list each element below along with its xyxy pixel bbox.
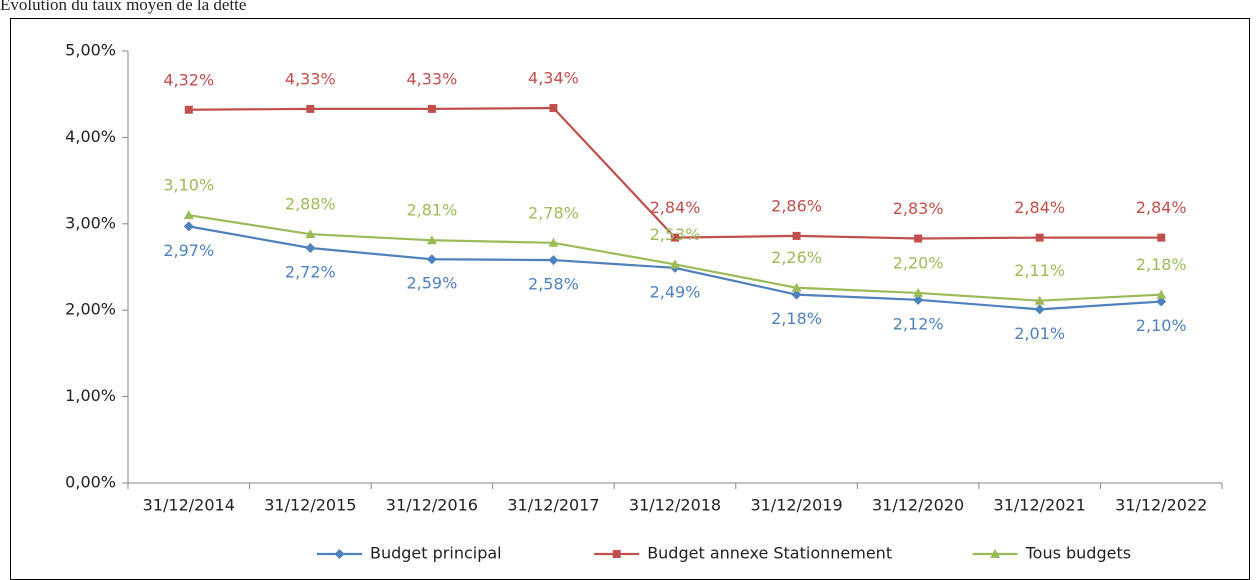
data-label: 2,88% [285,195,336,214]
data-label: 2,53% [650,225,701,244]
data-point [1157,233,1166,242]
data-point [548,255,559,266]
data-point [913,294,924,305]
x-tick-label: 31/12/2020 [872,496,964,515]
legend-label: Tous budgets [1025,544,1131,563]
data-label: 2,20% [893,253,944,272]
legend-marker [612,550,621,558]
x-tick-label: 31/12/2014 [143,496,235,515]
y-tick-label: 3,00% [65,213,116,232]
legend-label: Budget principal [370,544,502,563]
data-label: 2,84% [1014,198,1065,217]
data-label: 4,32% [163,70,214,89]
legend-marker [990,549,1001,558]
data-point [913,287,924,297]
data-point [1156,289,1167,299]
chart-frame [10,18,1250,580]
data-point [1035,233,1044,242]
data-point [305,242,316,253]
x-tick-label: 31/12/2018 [629,496,721,515]
data-label: 4,34% [528,69,579,88]
data-label: 2,58% [528,275,579,294]
data-label: 2,10% [1136,316,1187,335]
y-tick-label: 1,00% [65,386,116,405]
y-tick-label: 2,00% [65,300,116,319]
data-point [426,254,437,265]
data-label: 2,81% [406,201,457,220]
data-label: 2,49% [650,282,701,301]
y-tick-label: 5,00% [65,41,116,60]
x-tick-label: 31/12/2017 [507,496,599,515]
data-point [427,104,436,113]
x-tick-label: 31/12/2016 [386,496,478,515]
data-label: 2,01% [1014,324,1065,343]
data-label: 2,59% [406,274,457,293]
data-label: 2,78% [528,203,579,222]
data-point [1034,295,1045,305]
x-tick-label: 31/12/2021 [994,496,1086,515]
data-label: 4,33% [406,69,457,88]
data-point [305,229,316,239]
data-point [184,105,193,114]
x-tick-label: 31/12/2015 [264,496,356,515]
legend-marker [334,549,345,559]
data-point [183,221,194,232]
data-label: 2,97% [163,241,214,260]
legend-label: Budget annexe Stationnement [647,544,892,563]
data-label: 2,84% [650,198,701,217]
data-point [1156,296,1167,307]
data-label: 2,26% [771,248,822,267]
data-label: 2,84% [1136,198,1187,217]
data-point [670,259,680,269]
x-tick-label: 31/12/2022 [1115,496,1207,515]
data-label: 2,18% [771,309,822,328]
data-point [426,235,437,245]
y-tick-label: 0,00% [65,473,116,492]
data-label: 2,11% [1014,261,1065,280]
data-label: 2,83% [893,199,944,218]
data-point [791,289,802,300]
data-point [914,234,923,243]
data-label: 2,72% [285,262,336,281]
y-tick-label: 4,00% [65,127,116,146]
data-label: 2,12% [893,314,944,333]
data-point [792,231,801,240]
data-label: 2,86% [771,196,822,215]
data-point [306,104,315,113]
x-tick-label: 31/12/2019 [750,496,842,515]
data-label: 4,33% [285,69,336,88]
chart-title: Évolution du taux moyen de la dette [0,0,246,14]
data-label: 3,10% [163,176,214,195]
data-point [548,237,559,247]
data-point [1034,304,1045,315]
data-point [183,210,194,220]
data-label: 2,18% [1136,255,1187,274]
data-point [791,282,802,292]
data-point [549,104,558,113]
data-point [671,233,679,242]
